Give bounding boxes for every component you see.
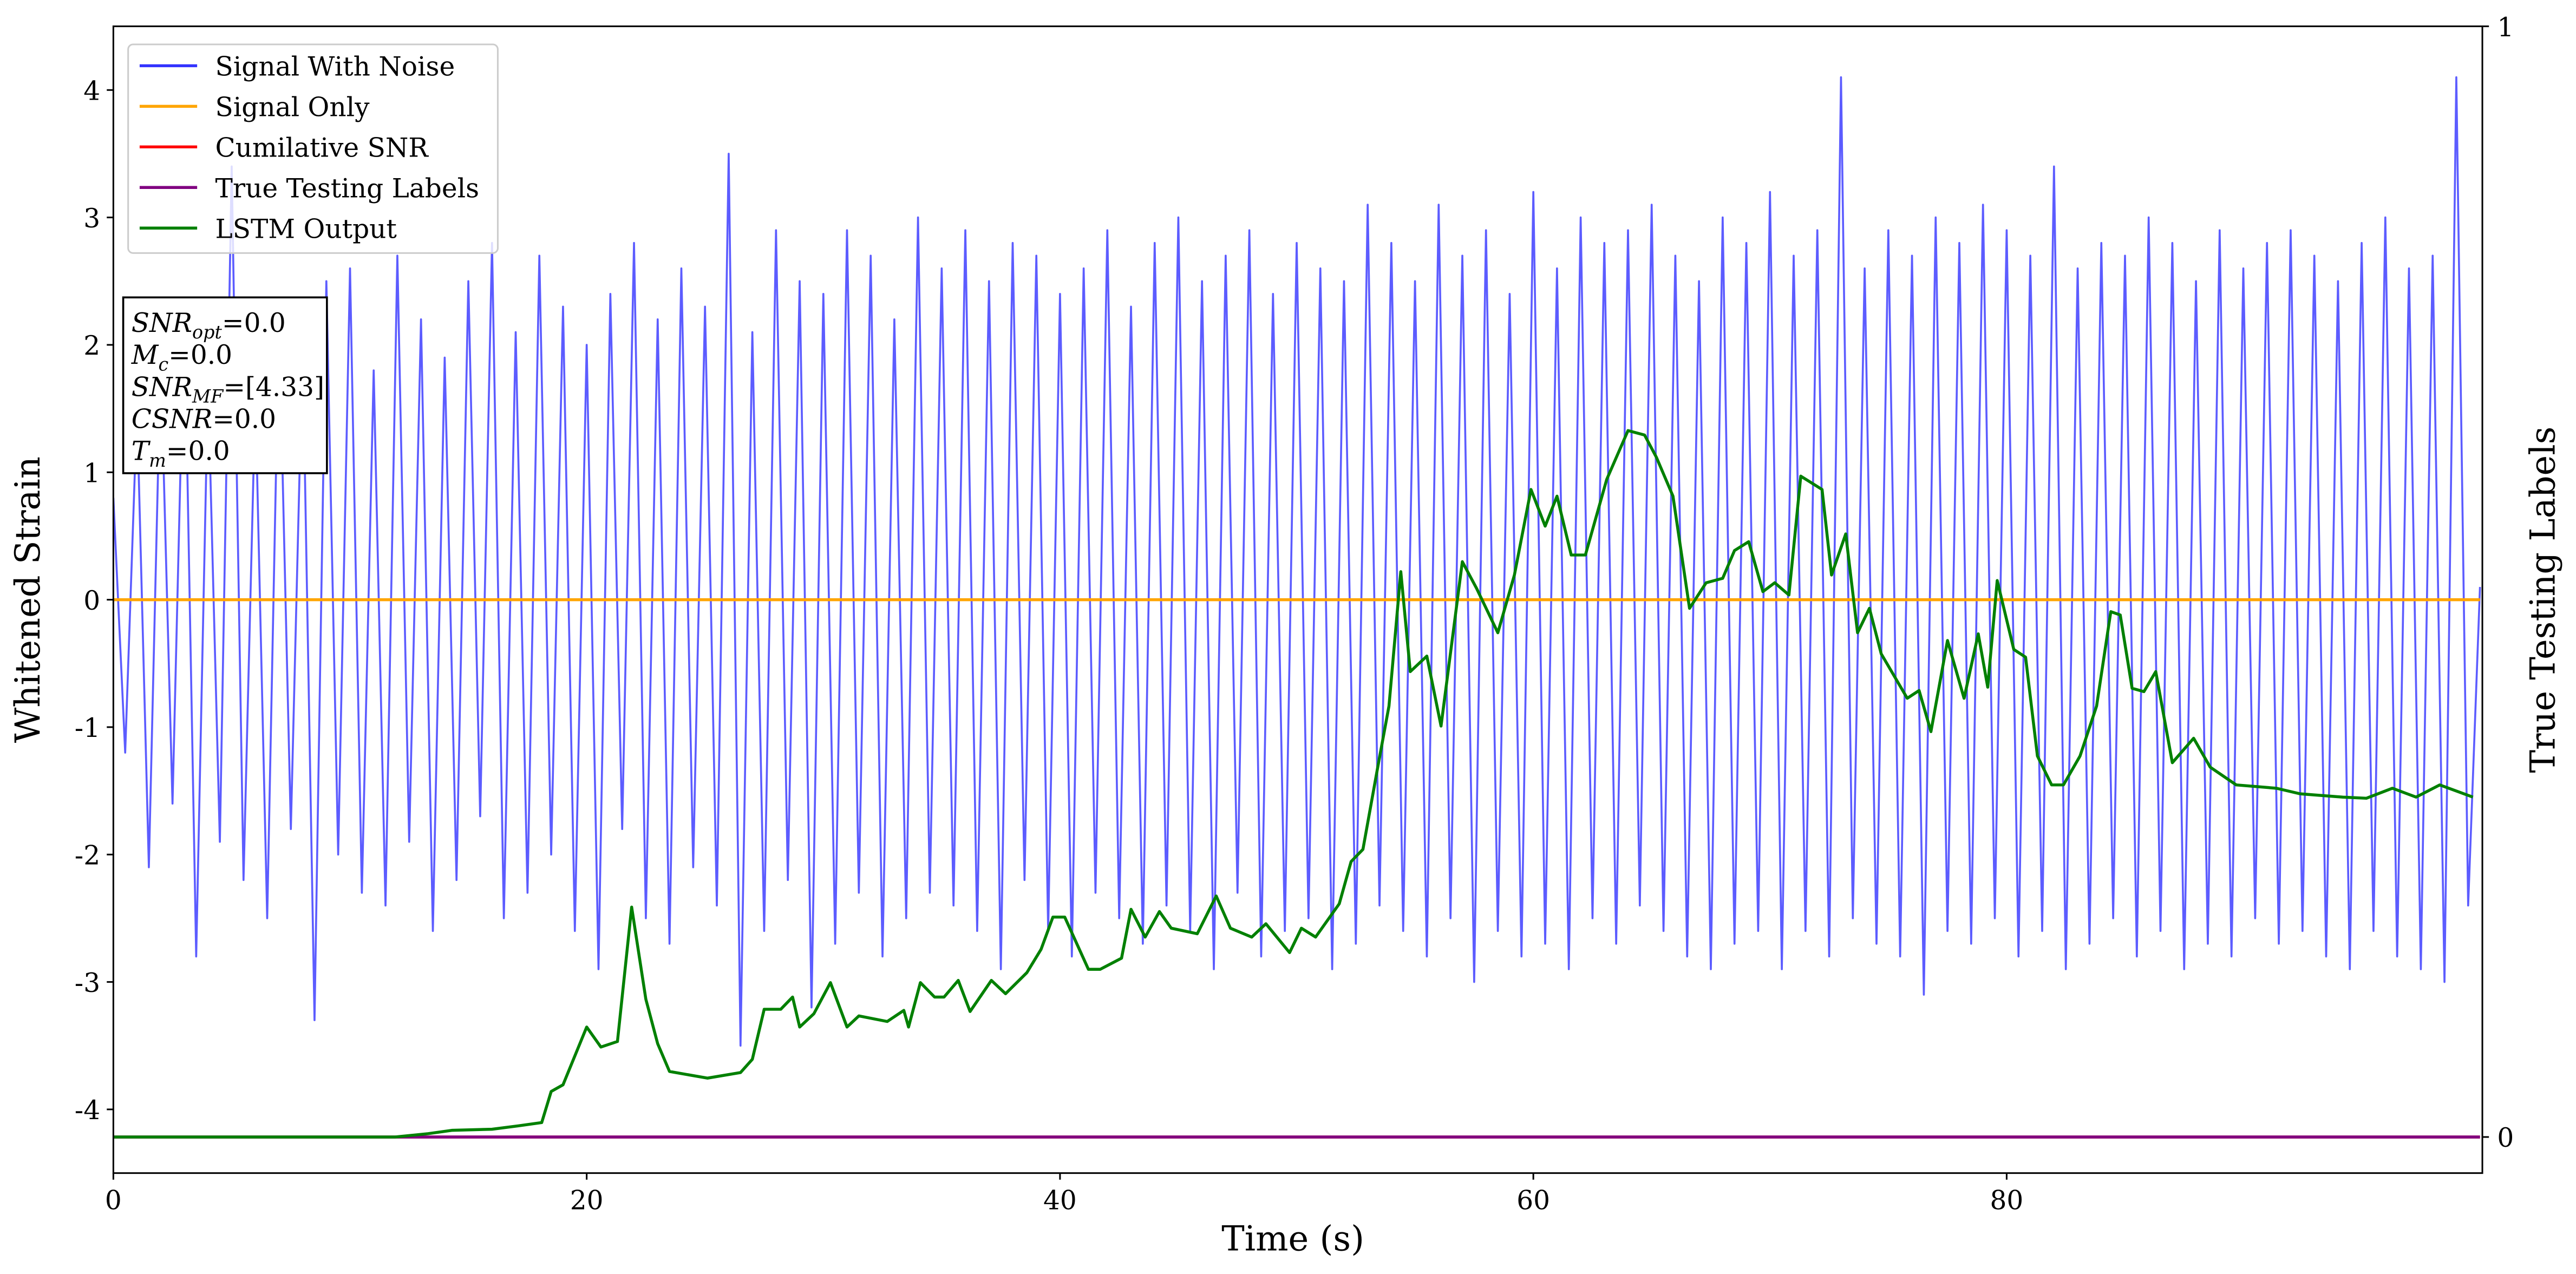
x-tick-label: 20 <box>570 1185 604 1216</box>
annotation-part: =0.0 <box>212 404 276 435</box>
legend-box <box>127 43 499 254</box>
annotation-part: MF <box>192 386 224 407</box>
annotation-part: =0.0 <box>168 340 232 370</box>
y-tick-label: 2 <box>83 331 100 361</box>
y-tick-label: -2 <box>75 841 100 871</box>
legend-label: Signal With Noise <box>215 52 455 82</box>
annotation-part: CSNR <box>132 404 212 435</box>
y2-tick-label: 1 <box>2497 12 2514 43</box>
annotation-line: Mc=0.0 <box>131 340 232 375</box>
x-tick-label: 80 <box>1990 1185 2024 1216</box>
annotation-line: Tm=0.0 <box>132 436 230 471</box>
annotation: SNRopt=0.0Mc=0.0SNRMF=[4.33]CSNR=0.0Tm=0… <box>122 296 328 474</box>
annotation-part: c <box>158 354 168 375</box>
annotation-line: SNRMF=[4.33] <box>132 372 324 407</box>
annotation-part: m <box>149 450 166 471</box>
y2-tick-label: 0 <box>2497 1123 2514 1153</box>
y-tick-label: 1 <box>83 458 100 488</box>
annotation-part: SNR <box>132 372 192 402</box>
annotation-part: SNR <box>132 308 192 338</box>
annotation-part: M <box>131 340 159 370</box>
y-tick-label: -1 <box>75 713 100 743</box>
annotation-box <box>122 296 328 474</box>
annotation-part: =[4.33] <box>223 372 324 402</box>
y-tick-label: 0 <box>83 586 100 616</box>
series-line <box>113 429 2474 1139</box>
legend-label: Signal Only <box>215 93 370 123</box>
y-tick-label: 4 <box>83 76 100 106</box>
series-line <box>113 76 2481 1047</box>
y-tick-label: -4 <box>75 1095 100 1126</box>
annotation-part: =0.0 <box>222 308 286 338</box>
x-tick-label: 60 <box>1516 1185 1550 1216</box>
annotation-part: =0.0 <box>166 436 230 467</box>
legend-label: True Testing Labels <box>215 173 480 204</box>
legend-label: LSTM Output <box>215 214 397 244</box>
legend: Signal With Noise Signal Only Cumilative S… <box>127 43 499 254</box>
plot-area <box>113 76 2481 1139</box>
x-tick-label: 0 <box>105 1185 122 1216</box>
y2-axis-label: True Testing Labels <box>2523 427 2564 773</box>
annotation-line: SNRopt=0.0 <box>132 308 286 343</box>
y-tick-label: 3 <box>83 204 100 234</box>
x-tick-label: 40 <box>1043 1185 1077 1216</box>
annotation-part: T <box>132 436 151 467</box>
annotation-part: opt <box>192 322 222 343</box>
y-axis-label: Whitened Strain <box>8 456 48 743</box>
legend-label: Cumilative SNR <box>215 133 429 164</box>
x-axis-label: Time (s) <box>1221 1219 1364 1259</box>
y-tick-label: -3 <box>75 968 100 998</box>
annotation-line: CSNR=0.0 <box>132 404 276 435</box>
